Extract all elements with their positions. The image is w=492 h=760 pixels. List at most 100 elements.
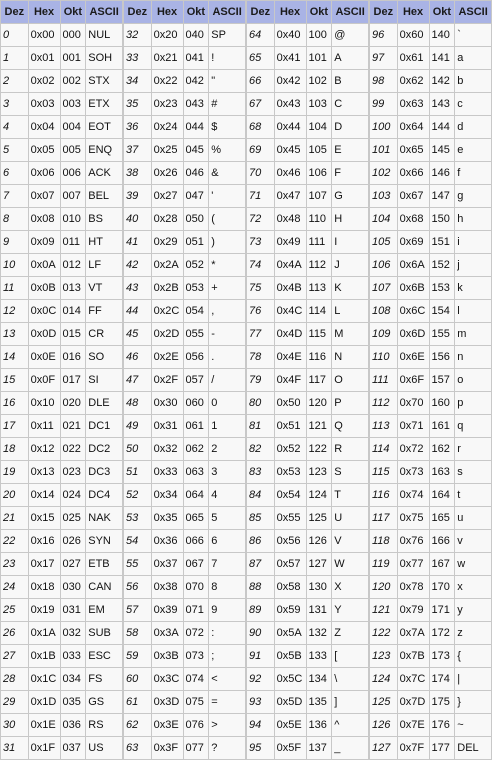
table-row: 84 0x54 124 T (246, 483, 369, 507)
cell-ascii: ( (208, 207, 246, 231)
cell-dez: 109 (369, 322, 398, 346)
table-row: 118 0x76 166 v (369, 529, 492, 553)
cell-dez: 43 (123, 276, 152, 300)
header-ascii: ASCII (331, 0, 369, 24)
cell-okt: 133 (305, 644, 333, 668)
ascii-block-2: Dez Hex Okt ASCII 64 0x40 100 @65 0x41 101 A 66 0x42… (246, 0, 369, 760)
cell-dez: 60 (123, 667, 152, 691)
cell-okt: 115 (305, 322, 333, 346)
table-row: 112 0x70 160 p (369, 391, 492, 415)
table-row: 23 0x17 027 ETB (0, 552, 123, 576)
cell-hex: 0x6E (396, 345, 430, 369)
table-row: 71 0x47 107 G (246, 184, 369, 208)
cell-hex: 0x2F (150, 368, 184, 392)
cell-okt: 103 (305, 92, 333, 116)
cell-ascii: c (454, 92, 492, 116)
table-row: 94 0x5E 136 ^ (246, 713, 369, 737)
cell-dez: 26 (0, 621, 29, 645)
cell-okt: 171 (428, 598, 456, 622)
cell-ascii: l (454, 299, 492, 323)
cell-okt: 005 (59, 138, 87, 162)
table-row: 93 0x5D 135] (246, 690, 369, 714)
cell-okt: 065 (182, 506, 210, 530)
table-row: 101 0x65 145 e (369, 138, 492, 162)
table-row: 125 0x7D 175} (369, 690, 492, 714)
cell-hex: 0x61 (396, 46, 430, 70)
table-row: 68 0x44 104 D (246, 115, 369, 139)
cell-dez: 69 (246, 138, 275, 162)
table-row: 40 0x28 050( (123, 207, 246, 231)
cell-hex: 0x7D (396, 690, 430, 714)
cell-hex: 0x31 (150, 414, 184, 438)
cell-dez: 126 (369, 713, 398, 737)
cell-hex: 0x38 (150, 575, 184, 599)
cell-dez: 81 (246, 414, 275, 438)
cell-okt: 062 (182, 437, 210, 461)
cell-okt: 030 (59, 575, 87, 599)
cell-ascii: . (208, 345, 246, 369)
cell-dez: 17 (0, 414, 29, 438)
table-row: 7 0x07 007 BEL (0, 184, 123, 208)
cell-dez: 41 (123, 230, 152, 254)
cell-ascii: G (331, 184, 369, 208)
header-okt: Okt (428, 0, 456, 24)
cell-dez: 33 (123, 46, 152, 70)
table-row: 35 0x23 043 # (123, 92, 246, 116)
cell-okt: 132 (305, 621, 333, 645)
cell-okt: 050 (182, 207, 210, 231)
cell-ascii: k (454, 276, 492, 300)
cell-hex: 0x01 (27, 46, 61, 70)
cell-ascii: m (454, 322, 492, 346)
cell-dez: 48 (123, 391, 152, 415)
ascii-table: Dez Hex Okt ASCII 96 0x60 140 ` 97 0x61 141 a 98 0x62… (369, 0, 492, 760)
table-row: 46 0x2E 056. (123, 345, 246, 369)
cell-hex: 0x23 (150, 92, 184, 116)
cell-okt: 121 (305, 414, 333, 438)
cell-ascii: H (331, 207, 369, 231)
cell-ascii: L (331, 299, 369, 323)
cell-hex: 0x49 (273, 230, 307, 254)
cell-dez: 38 (123, 161, 152, 185)
cell-ascii: : (208, 621, 246, 645)
cell-hex: 0x6B (396, 276, 430, 300)
cell-hex: 0x4A (273, 253, 307, 277)
cell-okt: 110 (305, 207, 333, 231)
ascii-block-0: Dez Hex Okt ASCII 0 0x00 000 NUL 1 0x01 001 SOH 2 0x0… (0, 0, 123, 760)
cell-okt: 007 (59, 184, 87, 208)
cell-ascii: FS (85, 667, 123, 691)
cell-dez: 71 (246, 184, 275, 208)
cell-hex: 0x3F (150, 736, 184, 760)
cell-okt: 147 (428, 184, 456, 208)
cell-okt: 141 (428, 46, 456, 70)
table-row: 126 0x7E 176 ~ (369, 713, 492, 737)
table-row: 33 0x21 041! (123, 46, 246, 70)
table-header-row: Dez Hex Okt ASCII (246, 0, 369, 24)
table-row: 24 0x18 030 CAN (0, 575, 123, 599)
table-row: 82 0x52 122 R (246, 437, 369, 461)
cell-ascii: X (331, 575, 369, 599)
table-row: 78 0x4E 116 N (246, 345, 369, 369)
cell-ascii: ENQ (85, 138, 123, 162)
cell-okt: 140 (428, 23, 456, 47)
cell-hex: 0x2B (150, 276, 184, 300)
cell-ascii: f (454, 161, 492, 185)
cell-dez: 119 (369, 552, 398, 576)
table-row: 3 0x03 003 ETX (0, 92, 123, 116)
cell-hex: 0x69 (396, 230, 430, 254)
cell-okt: 167 (428, 552, 456, 576)
cell-hex: 0x60 (396, 23, 430, 47)
cell-dez: 103 (369, 184, 398, 208)
cell-hex: 0x5E (273, 713, 307, 737)
cell-okt: 144 (428, 115, 456, 139)
cell-ascii: Y (331, 598, 369, 622)
cell-ascii: K (331, 276, 369, 300)
cell-ascii: ) (208, 230, 246, 254)
table-row: 63 0x3F 077? (123, 736, 246, 760)
cell-hex: 0x26 (150, 161, 184, 185)
cell-dez: 121 (369, 598, 398, 622)
table-row: 45 0x2D 055- (123, 322, 246, 346)
cell-dez: 45 (123, 322, 152, 346)
cell-ascii: N (331, 345, 369, 369)
table-row: 122 0x7A 172 z (369, 621, 492, 645)
cell-dez: 4 (0, 115, 29, 139)
